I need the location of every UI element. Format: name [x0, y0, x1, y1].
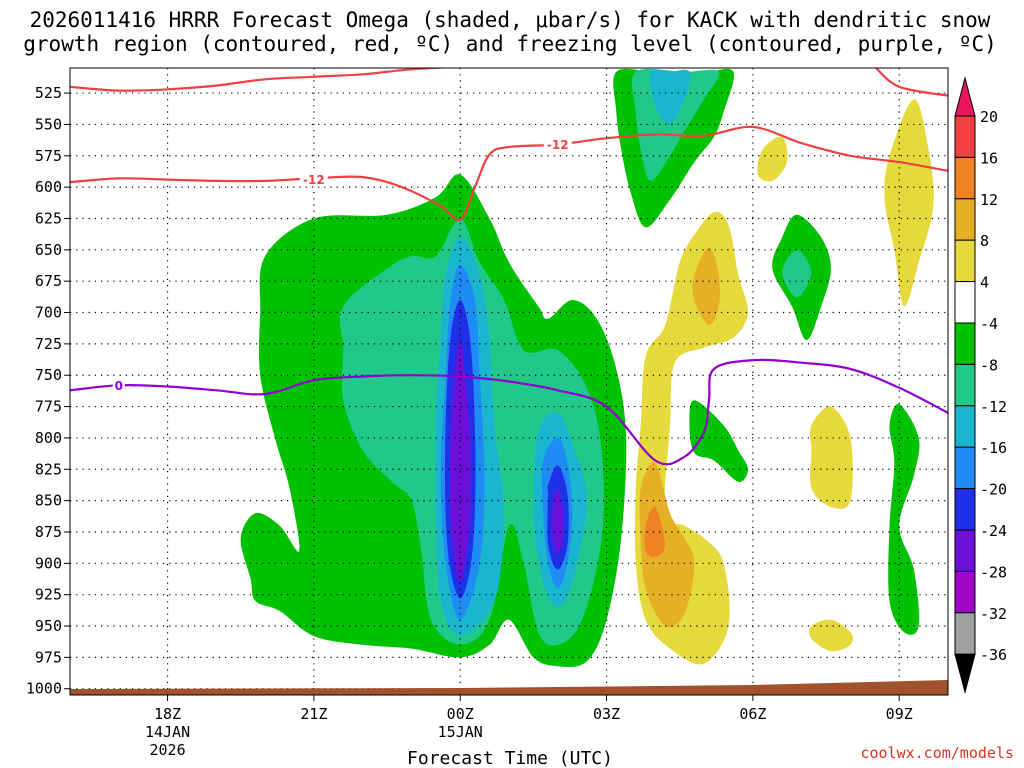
y-tick-label: 975	[35, 648, 62, 666]
colorbar-segment	[954, 322, 976, 365]
colorbar-segment	[954, 405, 976, 448]
colorbar-top-arrow	[954, 76, 976, 117]
y-tick-label: 550	[35, 115, 62, 133]
y-tick-label: 675	[35, 272, 62, 290]
plot-frame	[69, 67, 949, 696]
colorbar-segment	[954, 612, 976, 655]
y-tick-label: 650	[35, 241, 62, 259]
colorbar-label: -28	[980, 563, 1007, 581]
temperature-contours: -12 -12 0	[70, 68, 948, 466]
chart-title-line1: 2026011416 HRRR Forecast Omega (shaded, …	[30, 8, 991, 32]
x-tick-label: 21Z	[300, 705, 327, 723]
terrain-strip	[70, 680, 948, 695]
contour-label: -12	[303, 173, 325, 187]
omega-shading	[240, 68, 934, 667]
x-tick-label: 06Z	[739, 705, 766, 723]
colorbar-label: -32	[980, 605, 1007, 623]
y-tick-label: 700	[35, 304, 62, 322]
omega-region-4-18	[757, 136, 788, 182]
y-tick-label: 900	[35, 554, 62, 572]
omega-region-4-20	[809, 406, 853, 509]
y-tick-label: 750	[35, 366, 62, 384]
colorbar-segment	[954, 488, 976, 531]
colorbar-segment	[954, 281, 976, 324]
y-tick-label: 850	[35, 492, 62, 510]
colorbar-label: -24	[980, 522, 1007, 540]
y-tick-label: 950	[35, 617, 62, 635]
colorbar-segment	[954, 363, 976, 407]
omega-region-8-23	[639, 462, 695, 628]
omega-region-4-19	[884, 99, 934, 307]
y-tick-label: 600	[35, 178, 62, 196]
omega-region-4-21	[809, 619, 853, 652]
x-tick-date: 15JAN	[438, 723, 483, 741]
x-tick-label: 09Z	[886, 705, 913, 723]
y-tick-label: 575	[35, 147, 62, 165]
colorbar-label: -8	[980, 356, 998, 374]
omega-region--8-3	[689, 400, 748, 482]
x-tick-label: 03Z	[593, 705, 620, 723]
y-axis: 525 550 575 600 625 650 675 700 725 750 775 800 825 8…	[26, 84, 70, 698]
x-axis-label: Forecast Time (UTC)	[407, 748, 613, 768]
colorbar-label: 20	[980, 108, 998, 126]
contour-line-0-3	[70, 358, 948, 466]
plot-area: -12 -12 0	[69, 67, 949, 696]
contour-label-bg	[112, 378, 125, 393]
contour-line--12-0	[70, 68, 457, 92]
x-tick-year: 2026	[149, 741, 185, 759]
terrain	[70, 680, 948, 695]
omega-region--12-7	[782, 249, 812, 298]
x-tick-label: 18Z	[154, 705, 181, 723]
x-tick-label: 00Z	[447, 705, 474, 723]
omega-region--28-16	[552, 490, 564, 554]
y-tick-label: 825	[35, 460, 62, 478]
colorbar-segment	[954, 198, 976, 241]
colorbar-label: 8	[980, 232, 989, 250]
credit-text[interactable]: coolwx.com/models	[860, 744, 1014, 762]
contour-line--12-1	[70, 125, 948, 222]
colorbar-segment	[954, 239, 976, 283]
contour-label-bg	[299, 172, 328, 187]
y-tick-label: 875	[35, 523, 62, 541]
y-tick-label: 1000	[26, 680, 62, 698]
colorbar-label: -20	[980, 481, 1007, 499]
colorbar-label: -36	[980, 646, 1007, 664]
colorbar-label: 4	[980, 274, 989, 292]
omega-region-8-22	[692, 247, 720, 326]
colorbar-label: 16	[980, 149, 998, 167]
y-tick-label: 775	[35, 398, 62, 416]
y-tick-label: 525	[35, 84, 62, 102]
y-tick-label: 725	[35, 335, 62, 353]
colorbar-label: -16	[980, 439, 1007, 457]
x-tick-date: 14JAN	[145, 723, 190, 741]
colorbar-segment	[954, 529, 976, 572]
contour-line--12-2	[874, 68, 948, 97]
omega-region--16-10	[649, 69, 691, 125]
contour-label-bg	[543, 137, 572, 152]
colorbar-segment	[954, 156, 976, 200]
chart-title-line2: growth region (contoured, red, ºC) and f…	[23, 32, 997, 56]
colorbar-segment	[954, 115, 976, 158]
y-tick-label: 925	[35, 586, 62, 604]
y-tick-label: 800	[35, 429, 62, 447]
colorbar-label: -12	[980, 398, 1007, 416]
omega-region--8-4	[888, 403, 920, 635]
omega-region--28-15	[449, 340, 471, 583]
colorbar-segment	[954, 570, 976, 614]
colorbar-bottom-arrow	[954, 653, 976, 695]
contour-label: -12	[547, 138, 569, 152]
colorbar-label: 12	[980, 191, 998, 209]
colorbar-label: -4	[980, 315, 998, 333]
contour-label: 0	[115, 379, 123, 393]
colorbar: 20 16 12 8 4 -4 -8 -12 -16 -20 -24 -28 -32 -36	[954, 76, 1007, 695]
omega-region-12-24	[644, 506, 666, 558]
y-tick-label: 625	[35, 209, 62, 227]
colorbar-segment	[954, 446, 976, 490]
